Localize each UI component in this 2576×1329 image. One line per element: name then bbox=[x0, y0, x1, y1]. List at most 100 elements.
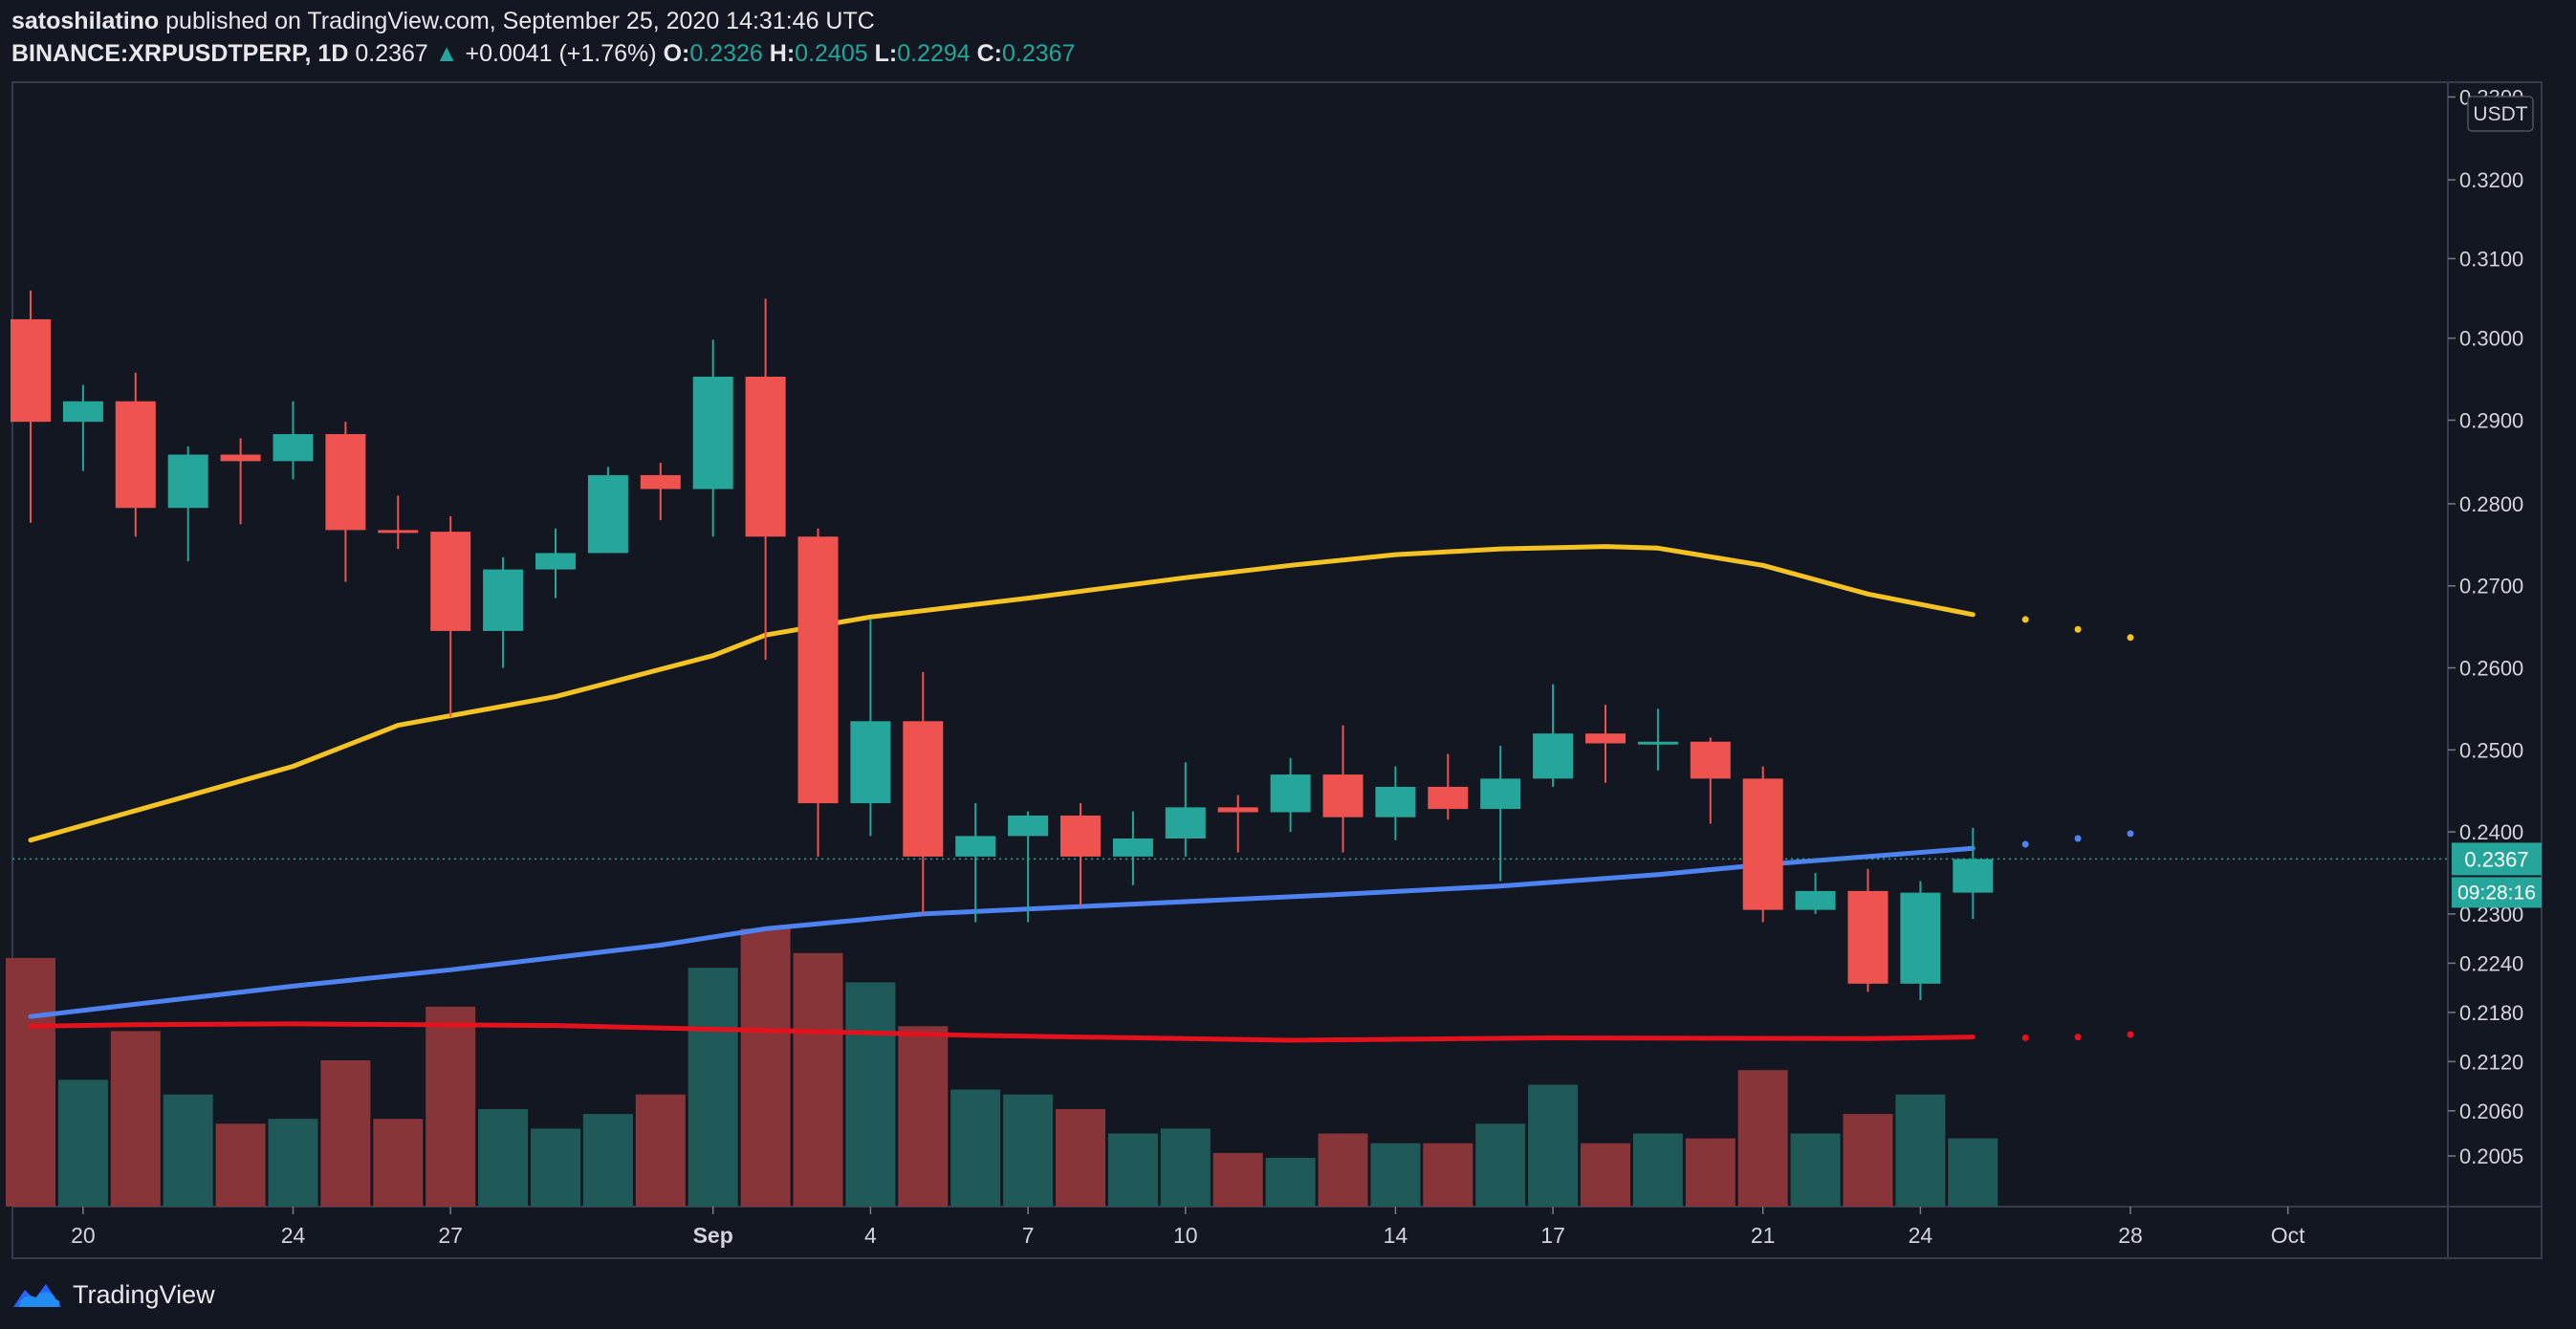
moving-average-line bbox=[28, 1021, 1976, 1043]
volume-bar bbox=[426, 1006, 476, 1207]
volume-bar bbox=[1790, 1133, 1841, 1207]
publisher-name[interactable]: satoshilatino bbox=[11, 8, 160, 34]
time-tick-label: Oct bbox=[2271, 1223, 2305, 1248]
price-tick-label: 0.2600 bbox=[2459, 657, 2523, 681]
price-tick-label: 0.3200 bbox=[2459, 168, 2523, 192]
price-tick-label: 0.2240 bbox=[2459, 951, 2523, 975]
price-tick-label: 0.3000 bbox=[2459, 327, 2523, 351]
volume-bar bbox=[1581, 1143, 1630, 1207]
volume-bar bbox=[1528, 1084, 1579, 1207]
volume-bar bbox=[1685, 1138, 1736, 1207]
time-tick-label: 10 bbox=[1173, 1223, 1198, 1248]
candle-body bbox=[1165, 807, 1206, 839]
volume-bar bbox=[373, 1119, 424, 1207]
candle-body bbox=[62, 401, 103, 423]
volume-bar bbox=[950, 1089, 1001, 1207]
candle-body bbox=[1742, 778, 1783, 910]
time-tick-label: 17 bbox=[1540, 1223, 1565, 1248]
volume-bar bbox=[1475, 1123, 1526, 1207]
candle-body bbox=[535, 553, 576, 570]
candle-body bbox=[1217, 807, 1258, 813]
projection-dot bbox=[2074, 1034, 2082, 1041]
time-tick-label: 4 bbox=[864, 1223, 877, 1248]
volume-bar bbox=[320, 1060, 371, 1207]
volume-bar bbox=[793, 952, 843, 1207]
candle-body bbox=[483, 569, 524, 631]
candle-body bbox=[1953, 859, 1994, 893]
time-tick-label: 14 bbox=[1384, 1223, 1408, 1248]
price-axis[interactable]: 0.33000.32000.31000.30000.29000.28000.27… bbox=[2448, 85, 2523, 1168]
tradingview-logo-icon bbox=[13, 1284, 61, 1307]
symbol-legend: BINANCE:XRPUSDTPERP, 1D 0.2367 ▲ +0.0041… bbox=[11, 40, 1075, 68]
volume-bars bbox=[6, 928, 1998, 1207]
high-value: 0.2405 bbox=[795, 40, 868, 67]
volume-bar bbox=[1056, 1109, 1105, 1207]
moving-average-line bbox=[28, 544, 1976, 843]
time-tick-label: 24 bbox=[1909, 1223, 1933, 1248]
high-label: H: bbox=[769, 40, 796, 67]
candle-body bbox=[1270, 774, 1311, 813]
candle-body bbox=[1428, 786, 1469, 810]
candle-body bbox=[587, 474, 628, 554]
time-axis[interactable]: 20 24 27 Sep 4 7 10 14 17 21 24 28 Oct bbox=[71, 1207, 2305, 1248]
brand-label: TradingView bbox=[73, 1279, 215, 1309]
volume-bar bbox=[1370, 1143, 1421, 1207]
close-label: C: bbox=[976, 40, 1003, 67]
volume-bar bbox=[1107, 1133, 1158, 1207]
volume-bar bbox=[1737, 1070, 1788, 1207]
candle-body bbox=[903, 721, 944, 857]
candle-body bbox=[1480, 778, 1521, 810]
low-label: L: bbox=[874, 40, 898, 67]
symbol-name[interactable]: BINANCE:XRPUSDTPERP, 1D bbox=[11, 40, 349, 67]
moving-average-line bbox=[28, 845, 1976, 1019]
price-tick-label: 0.2005 bbox=[2459, 1144, 2523, 1168]
projection-dot bbox=[2021, 1034, 2029, 1041]
published-text: published on TradingView.com, September … bbox=[165, 8, 875, 34]
last-price-label: 0.2367 bbox=[2464, 847, 2528, 871]
projection-dot bbox=[2021, 840, 2029, 848]
volume-bar bbox=[531, 1128, 580, 1207]
candle-body bbox=[1375, 786, 1416, 817]
volume-bar bbox=[845, 982, 896, 1207]
projection-dot bbox=[2074, 625, 2082, 633]
candle-body bbox=[640, 474, 681, 490]
time-tick-label: 28 bbox=[2118, 1223, 2143, 1248]
last-price-badge: 0.2367 bbox=[2452, 842, 2542, 876]
volume-bar bbox=[1895, 1094, 1946, 1207]
volume-bar bbox=[110, 1031, 161, 1207]
candle-body bbox=[745, 376, 786, 537]
volume-bar bbox=[740, 928, 791, 1207]
candle-body bbox=[955, 836, 996, 857]
candle-body bbox=[1533, 733, 1574, 779]
candle-body bbox=[220, 454, 261, 462]
currency-label: USDT bbox=[2473, 103, 2527, 125]
price-tick-label: 0.2500 bbox=[2459, 738, 2523, 762]
candle-body bbox=[115, 401, 156, 509]
volume-bar bbox=[1948, 1138, 1998, 1207]
candle-body bbox=[167, 454, 208, 509]
open-value: 0.2326 bbox=[689, 40, 763, 67]
currency-badge[interactable]: USDT bbox=[2467, 96, 2534, 132]
volume-bar bbox=[1843, 1114, 1893, 1207]
close-value: 0.2367 bbox=[1002, 40, 1076, 67]
candle-body bbox=[378, 530, 419, 534]
volume-bar bbox=[1632, 1133, 1683, 1207]
tradingview-brand[interactable]: TradingView bbox=[11, 1277, 215, 1312]
price-tick-label: 0.2800 bbox=[2459, 492, 2523, 516]
price-tick-label: 0.2400 bbox=[2459, 820, 2523, 844]
open-label: O: bbox=[663, 40, 690, 67]
time-tick-label: 24 bbox=[281, 1223, 306, 1248]
volume-bar bbox=[1318, 1133, 1368, 1207]
countdown-badge: 09:28:16 bbox=[2452, 877, 2542, 908]
candle-body bbox=[692, 376, 733, 490]
time-tick-label: 27 bbox=[438, 1223, 463, 1248]
candle-body bbox=[273, 434, 314, 462]
candle-body bbox=[1322, 774, 1364, 817]
volume-bar bbox=[215, 1123, 266, 1207]
time-tick-label: 20 bbox=[71, 1223, 96, 1248]
volume-bar bbox=[1160, 1128, 1211, 1207]
last-price: 0.2367 bbox=[355, 40, 428, 67]
candles bbox=[11, 290, 1994, 1000]
candle-body bbox=[430, 532, 471, 631]
